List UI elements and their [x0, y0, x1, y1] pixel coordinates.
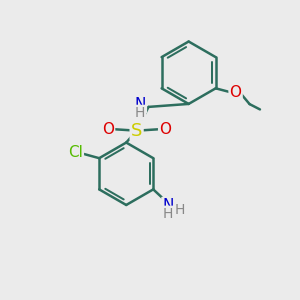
- Text: Cl: Cl: [68, 145, 83, 160]
- Text: O: O: [159, 122, 171, 137]
- Text: N: N: [162, 198, 174, 213]
- Text: S: S: [131, 122, 142, 140]
- Text: H: H: [163, 207, 173, 221]
- Text: N: N: [134, 97, 146, 112]
- Text: O: O: [102, 122, 114, 137]
- Text: O: O: [230, 85, 242, 100]
- Text: H: H: [135, 106, 146, 120]
- Text: H: H: [175, 202, 185, 217]
